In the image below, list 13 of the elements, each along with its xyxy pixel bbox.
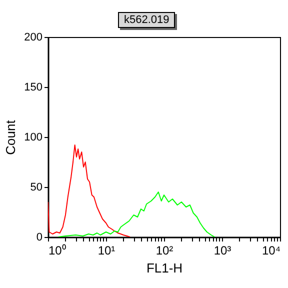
x-tick-label: 10⁴	[262, 244, 280, 258]
x-tick-label: 10³	[214, 244, 232, 258]
chart-title: k562.019	[118, 12, 176, 28]
y-tick-label: 0	[36, 232, 42, 244]
x-axis-title: FL1-H	[146, 260, 183, 276]
x-tick-label: 10⁰	[48, 244, 66, 258]
y-axis-title: Count	[3, 120, 18, 155]
y-tick-label: 50	[30, 182, 42, 194]
y-tick-label: 200	[24, 32, 42, 44]
y-tick-label: 150	[24, 82, 42, 94]
x-tick-label: 10¹	[98, 244, 116, 258]
x-tick-label: 10²	[156, 244, 174, 258]
y-tick-label: 100	[24, 132, 42, 144]
